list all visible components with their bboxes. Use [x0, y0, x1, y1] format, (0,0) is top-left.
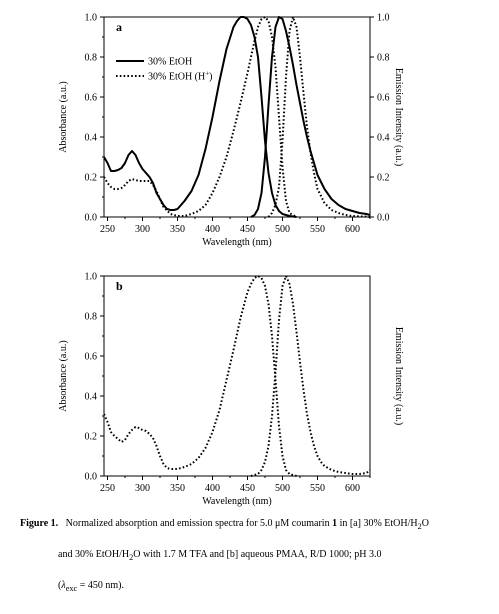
- panel-label: b: [116, 279, 123, 293]
- x-axis-label: Wavelength (nm): [202, 496, 271, 507]
- caption-text-3: = 450 nm).: [79, 580, 124, 591]
- y-axis-label-left: Absorbance (a.u.): [58, 340, 69, 411]
- series-dotted-emission: [267, 16, 370, 218]
- y-axis-label-right: Emission Intensity (a.u.): [393, 327, 404, 425]
- x-tick-label: 300: [135, 483, 150, 494]
- legend: 30% EtOH 30% EtOH (H+): [116, 57, 213, 83]
- y-tick-label: 0.8: [85, 53, 98, 64]
- series-dotted-absorption: [104, 275, 297, 477]
- caption-text-1c: O: [421, 518, 430, 529]
- x-tick-label: 550: [310, 224, 325, 235]
- x-tick-label: 300: [135, 224, 150, 235]
- x-tick-label: 600: [345, 483, 360, 494]
- caption-text-2b: O with 1.7 M TFA and [b] aqueous PMAA, R…: [133, 549, 382, 560]
- y-tick-label: 0.2: [85, 173, 98, 184]
- x-tick-label: 550: [310, 483, 325, 494]
- caption-text-1b: in [a] 30% EtOH/H: [339, 518, 418, 529]
- series-dotted-emission: [250, 275, 370, 477]
- panel-b: 250 300 350 400 450 500 550 600 0.0 0.2 0.4 0.6 0.8 1…: [58, 272, 404, 508]
- x-tick-label: 600: [345, 224, 360, 235]
- y-tick-label: 0.6: [85, 352, 98, 363]
- y-tick-label: 0.8: [85, 312, 98, 323]
- caption-sub-3: exc: [65, 584, 78, 593]
- y-right-tick-label: 0.4: [377, 133, 390, 144]
- caption-lambda: λ: [61, 580, 66, 591]
- caption-text-1: Normalized absorption and emission spect…: [65, 518, 330, 529]
- x-tick-label: 500: [275, 224, 290, 235]
- legend-label: 30% EtOH: [148, 57, 192, 68]
- y-tick-label: 0.0: [85, 213, 98, 224]
- y-tick-label: 1.0: [85, 13, 98, 24]
- x-tick-label: 450: [240, 224, 255, 235]
- y-tick-label: 0.6: [85, 93, 98, 104]
- panel-a: 250 300 350 400 450 500 550 600 0.0 0.2 0.4 0.6 0.8 1…: [58, 13, 404, 249]
- y-right-tick-label: 0.2: [377, 173, 390, 184]
- caption-line-2: and 30% EtOH/H2O with 1.7 M TFA and [b] …: [58, 548, 382, 565]
- legend-label: 30% EtOH (H+): [148, 70, 213, 83]
- series-solid-absorption: [104, 16, 297, 218]
- caption-sub-1: 2: [417, 522, 422, 531]
- caption-line-3: (λexc = 450 nm).: [58, 579, 124, 596]
- plot-frame: [103, 275, 371, 477]
- y-tick-label: 1.0: [85, 272, 98, 283]
- x-axis-label: Wavelength (nm): [202, 237, 271, 248]
- plot-frame: [103, 16, 371, 218]
- y-right-tick-label: 0.8: [377, 53, 390, 64]
- x-tick-label: 400: [205, 483, 220, 494]
- y-axis-label-left: Absorbance (a.u.): [58, 81, 69, 152]
- series-solid-emission: [250, 16, 370, 218]
- x-tick-label: 400: [205, 224, 220, 235]
- y-tick-label: 0.4: [85, 133, 98, 144]
- x-tick-label: 350: [170, 224, 185, 235]
- x-tick-label: 350: [170, 483, 185, 494]
- caption-figure-label: Figure 1.: [20, 518, 59, 529]
- x-tick-label: 500: [275, 483, 290, 494]
- y-right-tick-label: 0.6: [377, 93, 390, 104]
- figure-canvas: 250 300 350 400 450 500 550 600 0.0 0.2 0.4 0.6 0.8 1…: [58, 13, 404, 508]
- y-right-tick-label: 0.0: [377, 213, 390, 224]
- x-tick-label: 250: [100, 483, 115, 494]
- x-tick-label: 450: [240, 483, 255, 494]
- caption-compound: 1: [332, 518, 338, 529]
- y-tick-label: 0.2: [85, 432, 98, 443]
- x-tick-label: 250: [100, 224, 115, 235]
- caption-paren: (: [58, 580, 62, 591]
- caption-sub-2: 2: [129, 553, 134, 562]
- panel-label: a: [116, 20, 122, 34]
- y-axis-label-right: Emission Intensity (a.u.): [393, 68, 404, 166]
- caption-text-2: and 30% EtOH/H: [58, 549, 130, 560]
- y-right-tick-label: 1.0: [377, 13, 390, 24]
- y-tick-label: 0.4: [85, 392, 98, 403]
- y-tick-label: 0.0: [85, 472, 98, 483]
- caption-line-1: Figure 1. Normalized absorption and emis…: [20, 517, 429, 534]
